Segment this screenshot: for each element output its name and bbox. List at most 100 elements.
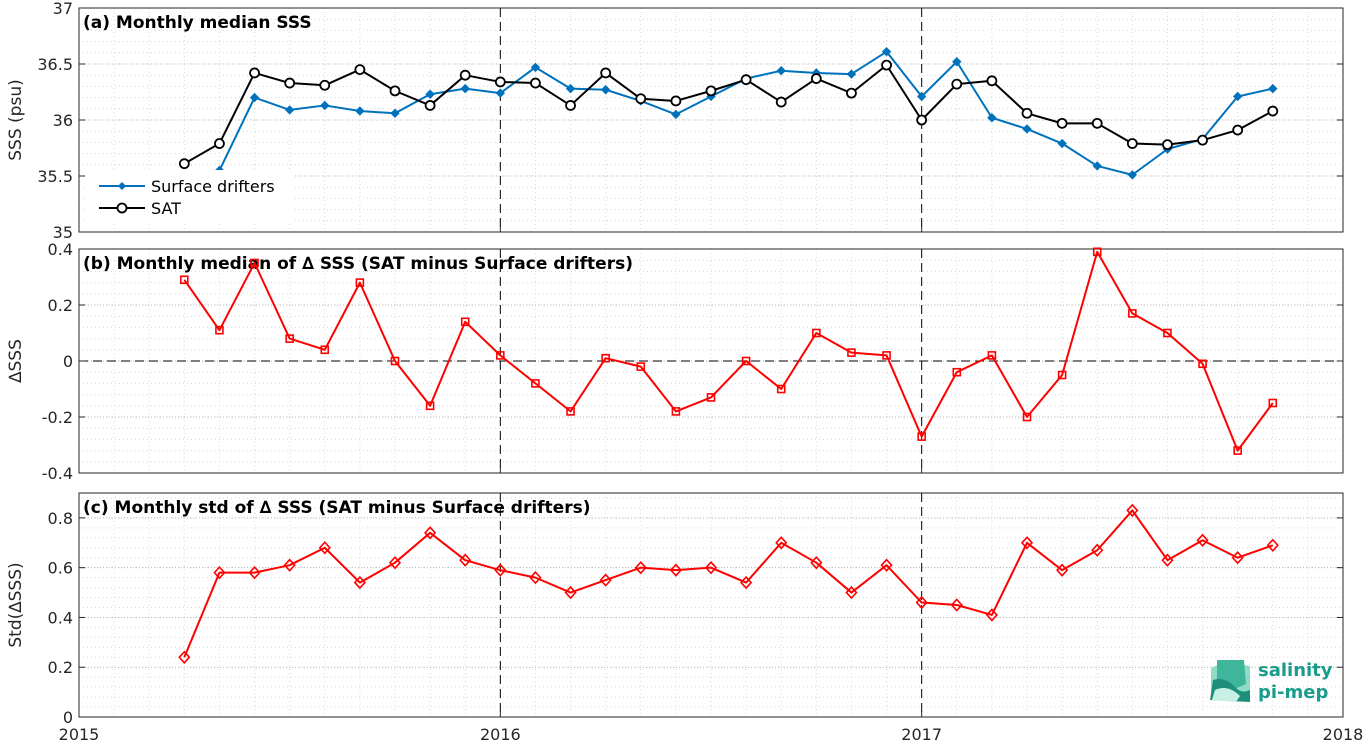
data-point (1198, 359, 1207, 369)
data-point (1020, 536, 1034, 550)
data-point (1126, 503, 1139, 518)
axes-box (78, 492, 1344, 718)
data-point (320, 100, 330, 111)
data-point (1057, 370, 1067, 380)
data-point (249, 67, 260, 79)
data-point (1268, 398, 1278, 408)
y-tick-label: 35 (53, 223, 73, 242)
legend: Surface drifters SAT (85, 170, 295, 222)
y-tick-label: 36.5 (37, 55, 73, 74)
data-point (249, 92, 260, 103)
data-point (284, 105, 295, 115)
y-tick-label: 0.2 (48, 296, 73, 315)
data-point (496, 351, 505, 360)
data-point (424, 100, 436, 111)
legend-label: Surface drifters (151, 177, 275, 196)
data-point (600, 67, 612, 79)
data-point (459, 553, 472, 567)
data-point (390, 356, 400, 366)
data-point (494, 563, 507, 577)
data-point (355, 106, 365, 116)
y-tick-label: 0.6 (48, 559, 73, 578)
data-point (950, 598, 963, 612)
legend-background (85, 170, 295, 222)
data-point (566, 407, 575, 416)
data-point (284, 77, 296, 89)
data-point (530, 77, 541, 89)
data-point (425, 89, 435, 99)
data-point (355, 278, 365, 287)
data-point (459, 69, 471, 81)
data-point (460, 83, 470, 94)
data-point (601, 353, 610, 363)
data-point (915, 595, 928, 610)
y-axis-label: SSS (psu) (6, 79, 26, 160)
data-point (248, 565, 261, 580)
legend-marker (118, 182, 126, 190)
data-point (1128, 309, 1137, 318)
data-point (812, 328, 821, 338)
data-point (1091, 543, 1104, 557)
data-point (881, 46, 892, 57)
data-point (1233, 446, 1242, 455)
data-point (178, 650, 191, 664)
data-point (952, 367, 962, 377)
data-point (1092, 247, 1102, 257)
data-point (1091, 117, 1103, 129)
panels-layer: 35 35.5 36 36.5 37 SSS (psu) (a) Monthly media… (6, 0, 1344, 727)
data-point (283, 558, 296, 572)
panel-title: (a) Monthly median SSS (83, 13, 312, 33)
data-point (881, 59, 892, 71)
y-tick-label: 0.8 (48, 509, 73, 528)
data-point (389, 85, 401, 97)
legend-label: SAT (151, 199, 181, 218)
salinity-pimep-logo: salinity pi-mep (1210, 660, 1333, 703)
data-point (1161, 553, 1174, 567)
data-point (494, 76, 506, 88)
y-axis-label: Std(∆SSS) (6, 562, 26, 647)
data-point (599, 573, 612, 587)
data-point (529, 570, 542, 585)
data-point (180, 275, 189, 285)
data-point (671, 407, 681, 416)
data-point (1022, 412, 1032, 422)
series-line-1 (183, 509, 1274, 658)
data-point (671, 109, 681, 120)
y-tick-label: -0.4 (42, 464, 73, 483)
y-tick-label: 0 (63, 708, 73, 727)
data-point (1127, 170, 1138, 180)
x-tick-label: 2015 (59, 725, 100, 744)
x-axis: 2015 2016 2017 2018 (59, 725, 1364, 744)
data-point (810, 555, 823, 570)
data-point (741, 356, 751, 366)
data-point (215, 325, 224, 335)
data-point (1231, 551, 1244, 565)
data-point (320, 345, 330, 355)
y-tick-label: 36 (53, 111, 73, 130)
data-point (704, 560, 718, 575)
data-point (1056, 563, 1069, 577)
data-point (952, 57, 962, 67)
data-point (775, 96, 787, 108)
x-tick-label: 2017 (901, 725, 942, 744)
y-tick-label: -0.2 (42, 408, 73, 427)
data-point (705, 85, 717, 97)
y-tick-label: 37 (53, 0, 73, 18)
data-point (388, 555, 402, 570)
panel-2: -0.4 -0.2 0 0.2 0.4 ∆SSS (b) Monthly median of… (6, 240, 1344, 483)
data-point (810, 73, 822, 84)
panel-title: (b) Monthly median of ∆ SSS (SAT minus S… (83, 254, 633, 274)
x-tick-label: 2018 (1323, 725, 1364, 744)
data-point (635, 93, 647, 105)
series-line-1 (183, 250, 1274, 452)
data-point (776, 384, 786, 394)
data-point (634, 560, 647, 575)
data-point (319, 79, 331, 91)
y-tick-label: 35.5 (37, 167, 73, 186)
data-point (495, 88, 506, 98)
data-point (916, 114, 928, 126)
data-point (669, 563, 682, 577)
data-point (354, 64, 366, 75)
data-point (1232, 124, 1244, 136)
data-point (670, 95, 682, 107)
